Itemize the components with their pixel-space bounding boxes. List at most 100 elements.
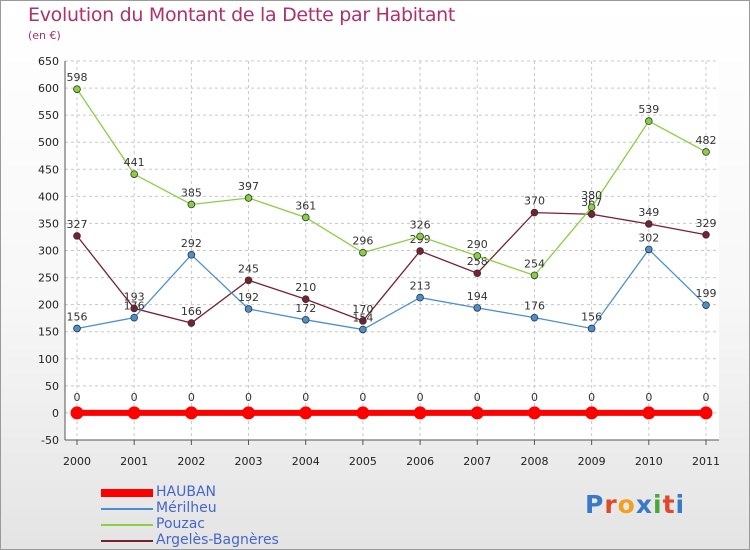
data-label: 292 [181,237,202,250]
logo-letter: x [635,490,653,519]
data-point [702,301,710,309]
logo-letter: r [604,490,618,519]
data-label: 0 [703,391,710,404]
series-line [76,211,707,324]
data-label: 370 [524,195,545,208]
data-label: 385 [181,186,202,199]
data-label: 0 [359,391,366,404]
data-label: 296 [352,235,373,248]
data-point [645,245,653,254]
data-point [244,194,253,202]
data-label: 213 [410,280,431,293]
x-tick-label: 2006 [406,455,434,468]
data-label: 154 [352,312,373,325]
data-point [530,271,539,280]
y-tick-label: 50 [45,380,59,393]
data-point [242,406,256,420]
y-tick-label: 250 [38,272,59,285]
data-label: 166 [181,305,202,318]
legend-label: HAUBAN [156,484,217,500]
logo-letter: i [653,490,663,519]
data-label: 194 [467,290,488,303]
data-point [470,406,484,420]
data-point [530,313,539,322]
y-tick-label: 150 [38,326,59,339]
data-label: 0 [645,391,652,404]
data-point [127,406,141,420]
y-tick-label: 0 [52,407,59,420]
data-point [359,248,367,257]
x-tick-label: 2007 [463,455,491,468]
data-label: 0 [531,391,538,404]
data-label: 380 [581,189,602,202]
legend-swatch [101,540,153,542]
data-point [70,406,84,420]
data-point [187,200,196,209]
y-tick-label: 350 [38,217,59,230]
data-point [699,406,713,420]
data-label: 441 [124,156,145,169]
data-point [416,232,424,241]
data-point [356,406,370,420]
data-point [585,406,599,420]
data-label: 0 [131,391,138,404]
data-label: 290 [467,238,488,251]
data-point [416,293,424,302]
data-label: 0 [417,391,424,404]
x-tick-label: 2010 [635,455,663,468]
y-tick-label: 450 [38,163,59,176]
data-point [301,295,310,304]
data-label: 598 [67,71,88,84]
data-label: 170 [352,303,373,316]
data-point [73,232,81,240]
logo-letter: P [585,490,605,519]
legend-swatch [101,489,153,497]
data-label: 326 [410,218,431,231]
data-point [359,325,367,334]
data-point [130,313,138,322]
data-label: 482 [696,134,717,147]
data-point [73,85,81,93]
data-label: 361 [295,199,316,212]
logo-letter: o [617,490,636,519]
data-label: 329 [696,217,717,230]
legend-swatch [101,508,153,510]
data-point [587,324,596,333]
data-label: 193 [124,290,145,303]
data-point [587,203,596,211]
x-tick-label: 2000 [63,455,91,468]
data-label: 245 [238,262,259,275]
data-point [530,208,539,217]
data-point [587,210,596,219]
data-point [73,324,81,333]
data-point [642,406,656,420]
data-point [184,406,198,420]
data-point [359,317,367,325]
y-tick-label: 100 [38,353,59,366]
data-point [244,305,253,313]
y-tick-label: 600 [38,82,59,95]
y-tick-label: 500 [38,136,59,149]
data-label: 210 [295,281,316,294]
x-tick-label: 2001 [120,455,148,468]
data-label: 0 [588,391,595,404]
data-point [299,406,313,420]
data-point [130,304,138,313]
data-label: 539 [638,103,659,116]
data-point [527,406,541,420]
data-point [416,247,424,255]
logo-letter: t [662,490,676,519]
data-point [130,170,138,178]
data-label: 199 [696,287,717,300]
data-point [473,269,482,278]
data-point [413,406,427,420]
chart-title: Evolution du Montant de la Dette par Hab… [28,4,456,26]
logo-letter: i [675,490,686,519]
x-tick-label: 2008 [520,455,548,468]
data-label: 192 [238,291,259,304]
data-label: 349 [638,206,659,219]
y-tick-label: 650 [38,55,59,68]
data-point [301,316,310,324]
data-label: 156 [67,310,88,323]
